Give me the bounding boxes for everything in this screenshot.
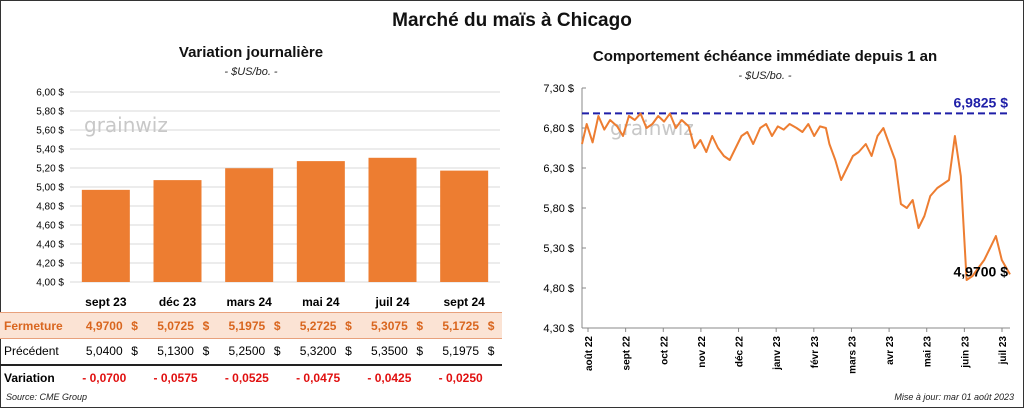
y-tick-label: 5,00 $ <box>36 183 64 194</box>
main-title: Marché du maïs à Chicago <box>392 10 632 31</box>
y-tick-label: 5,20 $ <box>36 164 64 175</box>
source-note: Source: CME Group <box>6 392 88 402</box>
close-cell: 5,1975 $ <box>216 312 289 339</box>
y-tick-label: 5,80 $ <box>36 107 64 118</box>
left-chart-unit: - $US/bo. - <box>224 66 278 78</box>
table-row-close: Fermeture 4,9700 $ 5,0725 $ 5,1975 $ 5,2725… <box>0 312 502 339</box>
change-label: Variation <box>0 363 75 391</box>
x-tick-label: sept 23 <box>85 295 127 309</box>
bar <box>225 168 274 282</box>
change-cell: - 0,0525 <box>216 363 289 391</box>
watermark: grainwiz <box>84 113 168 137</box>
close-label: Fermeture <box>0 312 75 339</box>
previous-cell: 5,3500 $ <box>371 344 424 359</box>
bar <box>368 157 417 282</box>
x-tick-label: oct 22 <box>659 336 670 365</box>
x-tick-label: sept 22 <box>622 336 633 371</box>
previous-cell: 5,3200 $ <box>299 344 352 359</box>
y-tick-label: 4,80 $ <box>543 283 574 295</box>
y-tick-label: 6,30 $ <box>543 163 574 175</box>
y-tick-label: 5,30 $ <box>543 243 574 255</box>
bar-chart: 4,00 $ 4,20 $ 4,40 $ 4,60 $ 4,80 $ 5,00 $ 5,20… <box>36 88 500 309</box>
bar <box>440 170 489 282</box>
y-tick-label: 5,60 $ <box>36 126 64 137</box>
x-tick-label: nov 22 <box>697 336 708 368</box>
x-tick-label: juin 23 <box>960 336 971 369</box>
x-tick-label: août 22 <box>584 336 595 371</box>
x-tick-label: mars 24 <box>226 295 272 309</box>
bar <box>153 180 202 282</box>
y-tick-label: 5,40 $ <box>36 145 64 156</box>
max-reference-label: 6,9825 $ <box>954 94 1009 110</box>
y-tick-label: 4,20 $ <box>36 259 64 270</box>
change-cell: - 0,0250 <box>430 363 502 391</box>
x-tick-label: janv 23 <box>772 336 783 371</box>
change-cell: - 0,0700 <box>74 363 146 391</box>
table-row-previous: Précédent 5,0400 $ 5,1300 $ 5,2500 $ 5,3200… <box>0 339 502 365</box>
x-tick-label: juil 23 <box>998 336 1009 366</box>
previous-cell: 5,2500 $ <box>228 344 281 359</box>
close-cell: 5,1725 $ <box>430 312 502 339</box>
change-cell: - 0,0575 <box>145 363 217 391</box>
right-chart-unit: - $US/bo. - <box>738 70 792 82</box>
y-tick-label: 4,80 $ <box>36 202 64 213</box>
table-row-change: Variation - 0,0700 - 0,0575 - 0,0525 - 0… <box>0 363 502 391</box>
previous-cell: 5,1975 $ <box>442 344 495 359</box>
close-cell: 5,3075 $ <box>359 312 431 339</box>
y-tick-label: 4,30 $ <box>543 323 574 335</box>
price-table: Fermeture 4,9700 $ 5,0725 $ 5,1975 $ 5,2725… <box>0 312 502 391</box>
x-tick-label: juil 24 <box>374 295 409 309</box>
x-tick-label: févr 23 <box>810 336 821 369</box>
previous-label: Précédent <box>4 344 59 359</box>
previous-cell: 5,0400 $ <box>85 344 138 359</box>
x-tick-label: mai 23 <box>923 336 934 368</box>
last-value-label: 4,9700 $ <box>954 263 1009 279</box>
x-tick-label: sept 24 <box>443 295 485 309</box>
y-tick-label: 7,30 $ <box>543 83 574 95</box>
x-tick-label: mars 23 <box>847 336 858 374</box>
previous-cell: 5,1300 $ <box>157 344 210 359</box>
close-cell: 5,2725 $ <box>288 312 360 339</box>
bar <box>296 161 345 282</box>
y-tick-label: 4,00 $ <box>36 278 64 289</box>
x-tick-label: avr 23 <box>885 336 896 365</box>
x-tick-label: mai 24 <box>302 295 340 309</box>
close-cell: 4,9700 $ <box>74 312 146 339</box>
line-chart: 4,30 $ 4,80 $ 5,30 $ 5,80 $ 6,30 $ 6,80 $ 7,30… <box>543 83 1011 374</box>
x-tick-label: déc 22 <box>735 336 746 368</box>
y-tick-label: 6,00 $ <box>36 88 64 99</box>
price-line <box>581 112 1011 281</box>
bar <box>81 189 130 282</box>
y-tick-label: 5,80 $ <box>543 203 574 215</box>
right-chart-title: Comportement échéance immédiate depuis 1… <box>592 48 938 65</box>
update-note: Mise à jour: mar 01 août 2023 <box>894 392 1014 402</box>
change-cell: - 0,0425 <box>359 363 431 391</box>
change-cell: - 0,0475 <box>288 363 360 391</box>
y-tick-label: 4,60 $ <box>36 221 64 232</box>
y-tick-label: 6,80 $ <box>543 123 574 135</box>
close-cell: 5,0725 $ <box>145 312 217 339</box>
y-tick-label: 4,40 $ <box>36 240 64 251</box>
x-tick-label: déc 23 <box>159 295 197 309</box>
left-chart-title: Variation journalière <box>178 44 324 61</box>
